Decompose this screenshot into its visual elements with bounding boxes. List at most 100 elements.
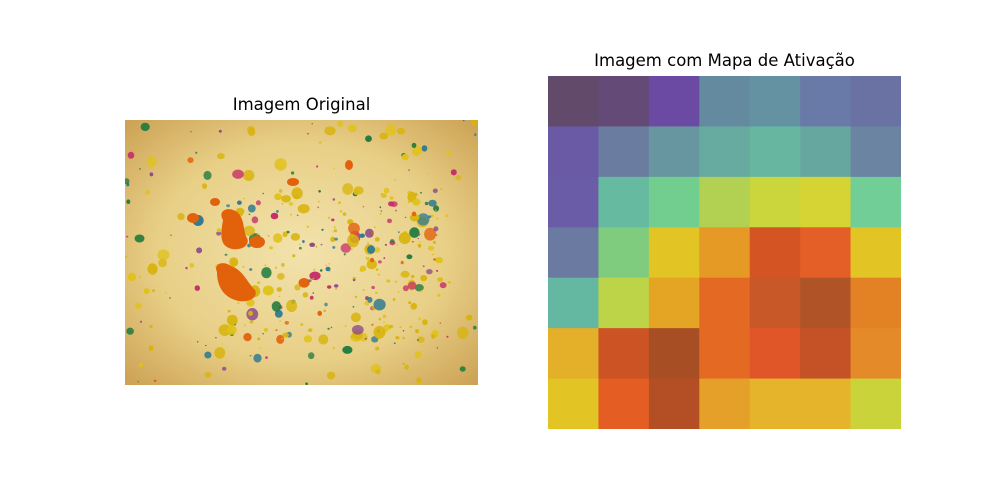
paint-dot — [249, 320, 254, 324]
paint-dot — [311, 123, 313, 125]
heatmap-cell-r4-c4 — [749, 277, 801, 329]
paint-dot — [251, 216, 259, 224]
paint-dot — [317, 206, 319, 209]
paint-dot — [127, 151, 135, 159]
paint-dot — [134, 234, 145, 243]
paint-dot — [348, 124, 357, 133]
paint-dot — [398, 232, 411, 245]
heatmap-cell-r3-c1 — [598, 227, 650, 279]
heatmap-cell-r0-c6 — [850, 76, 901, 128]
paint-dot — [382, 314, 387, 318]
paint-dot — [366, 256, 371, 261]
paint-dot — [232, 169, 244, 179]
paint-dot — [446, 335, 449, 338]
paint-dot — [318, 200, 320, 203]
paint-dot — [151, 289, 156, 293]
paint-dot — [383, 321, 385, 323]
paint-dot — [373, 298, 386, 311]
paint-dot — [204, 351, 212, 359]
paint-dot — [306, 225, 310, 228]
paint-dot — [447, 281, 451, 284]
paint-dot — [344, 325, 347, 327]
paint-dot — [398, 231, 400, 233]
paint-dot — [274, 158, 287, 171]
paint-dot — [149, 324, 153, 329]
paint-dot — [164, 291, 167, 294]
paint-dot — [269, 246, 273, 250]
paper-background — [125, 120, 478, 385]
paint-dot — [420, 289, 423, 292]
paint-dot — [255, 200, 261, 206]
paint-dot — [418, 245, 421, 248]
paint-dot — [436, 269, 439, 272]
splatter-image — [125, 120, 478, 385]
paint-dot — [243, 225, 255, 236]
paint-dot — [426, 269, 433, 275]
paint-dot — [421, 145, 428, 152]
heatmap-cell-r6-c0 — [548, 378, 600, 429]
paint-dot — [149, 172, 154, 177]
paint-dot — [299, 246, 302, 250]
heatmap-cell-r3-c5 — [800, 227, 852, 279]
paint-dot — [433, 226, 439, 232]
paint-dot — [371, 285, 375, 290]
heatmap-cell-r6-c4 — [749, 378, 801, 429]
paint-dot — [412, 198, 421, 206]
paint-dot — [276, 334, 285, 344]
paint-dot — [375, 268, 379, 271]
paint-dot — [262, 285, 274, 296]
paint-dot — [411, 240, 415, 243]
paint-dot — [318, 141, 322, 144]
paint-dot — [347, 234, 360, 248]
paint-dot — [303, 335, 313, 343]
paint-dot — [422, 319, 428, 326]
paint-dot — [462, 120, 465, 122]
paint-dot — [237, 200, 242, 205]
paint-dot — [389, 196, 394, 200]
heatmap-cell-r1-c5 — [800, 126, 852, 178]
paint-dot — [146, 156, 157, 168]
paint-dot — [226, 314, 238, 326]
paint-dot — [291, 171, 295, 175]
paint-dot — [432, 240, 436, 244]
heatmap-cell-r0-c2 — [648, 76, 700, 128]
paint-dot — [126, 199, 131, 204]
paint-dot — [329, 270, 331, 273]
paint-dot — [203, 170, 212, 180]
paint-dot — [408, 301, 412, 304]
paint-dot — [416, 377, 422, 384]
paint-dot — [365, 135, 372, 142]
paint-dot — [354, 295, 358, 298]
paint-dot — [276, 273, 285, 280]
paint-dot — [379, 132, 389, 140]
paint-dot — [340, 243, 351, 253]
paint-dot — [257, 281, 261, 285]
paint-dot — [373, 325, 386, 339]
paint-dot — [330, 326, 333, 329]
paint-dot — [395, 209, 397, 212]
paint-dot — [377, 273, 380, 276]
paint-dot — [281, 337, 283, 340]
paint-dot — [333, 167, 335, 170]
paint-dot — [218, 129, 222, 133]
paint-dot — [424, 227, 437, 241]
paint-dot — [312, 277, 315, 280]
paint-dot — [147, 263, 158, 275]
heatmap-cell-r1-c6 — [850, 126, 901, 178]
paint-dot — [319, 269, 323, 272]
paint-dot — [274, 266, 277, 269]
paint-dot — [333, 226, 336, 229]
paint-dot — [420, 275, 428, 282]
paint-dot — [261, 267, 272, 279]
paint-dot — [427, 245, 435, 251]
paint-dot — [342, 345, 353, 354]
paint-dot — [380, 210, 383, 212]
heatmap-cell-r2-c3 — [699, 176, 751, 228]
paint-dot — [414, 284, 424, 292]
paint-dot — [402, 330, 405, 332]
heatmap-cell-r0-c3 — [699, 76, 751, 128]
paint-dot — [274, 193, 282, 201]
heatmap-cell-r4-c3 — [699, 277, 751, 329]
paint-dot — [135, 302, 142, 309]
paint-dot — [288, 202, 294, 206]
